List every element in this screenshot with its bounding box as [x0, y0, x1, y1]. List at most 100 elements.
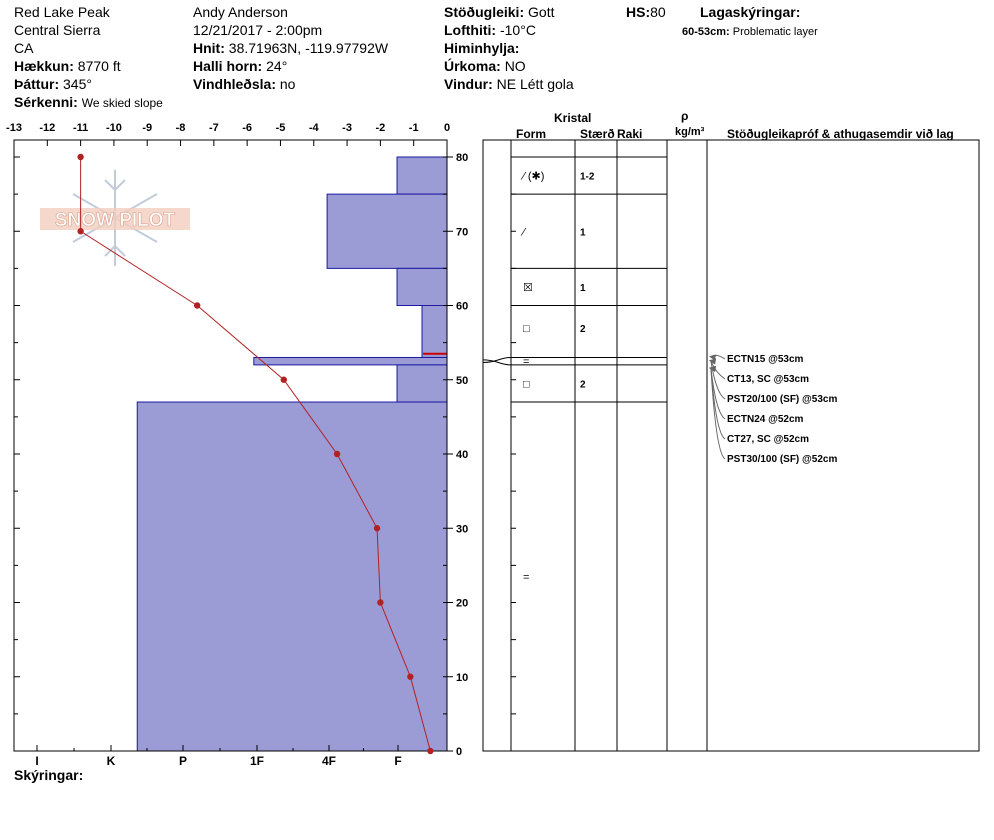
- temperature-point: [373, 525, 381, 532]
- snowpilot-watermark: SNOW PILOT: [40, 170, 190, 266]
- temp-tick-label: -3: [342, 122, 352, 134]
- tests-header: Stöðugleikapróf & athugasemdir við lag: [727, 127, 954, 141]
- hardness-tick-label: I: [35, 754, 38, 768]
- plot-frame: [13, 139, 448, 752]
- crystal-size: 1: [580, 227, 586, 238]
- features-label: Sérkenni:: [14, 94, 78, 110]
- features-value: We skied slope: [81, 96, 163, 110]
- elevation-value: 8770 ft: [77, 58, 121, 74]
- precip-label: Úrkoma:: [444, 58, 501, 74]
- depth-tick-label: 80: [456, 152, 468, 164]
- hardness-bar-1: [326, 193, 448, 269]
- hs-label: HS:: [626, 4, 651, 20]
- crystal-size: 2: [580, 324, 586, 335]
- sky-label: Himinhylja:: [444, 40, 520, 56]
- temperature-point: [377, 599, 384, 606]
- stability-test-label: ECTN15 @53cm: [727, 354, 804, 365]
- stability-test-label: ECTN24 @52cm: [727, 414, 804, 425]
- temp-tick-label: -9: [142, 122, 152, 134]
- test-arrow-line: [710, 361, 726, 400]
- depth-tick-label: 70: [456, 226, 468, 238]
- test-arrow-head: [709, 365, 716, 372]
- temp-tick-label: -8: [176, 122, 186, 134]
- temperature-point: [427, 747, 434, 755]
- layer-connector: [482, 359, 512, 366]
- moisture-header: Raki: [617, 127, 643, 141]
- size-header: Stærð: [580, 127, 615, 141]
- crystal-header: Kristal: [554, 111, 592, 125]
- test-arrow-head: [709, 358, 716, 365]
- datetime: 12/21/2017 - 2:00pm: [193, 22, 323, 38]
- air-temp-label: Lofthiti:: [444, 22, 497, 38]
- hardness-tick-label: K: [107, 754, 116, 768]
- temp-tick-label: -2: [375, 122, 385, 134]
- stability-test-label: PST30/100 (SF) @52cm: [727, 454, 837, 465]
- wind-label: Vindur:: [444, 76, 493, 92]
- coords-value: 38.71963N, -119.97792W: [228, 40, 389, 56]
- layer-note-range: 60-53cm:: [682, 26, 730, 38]
- depth-tick-label: 10: [456, 672, 468, 684]
- stability-test-label: CT13, SC @53cm: [727, 374, 809, 385]
- hardness-tick-label: F: [394, 754, 401, 768]
- test-arrow-line: [710, 361, 726, 380]
- slope-label: Halli horn:: [193, 58, 263, 74]
- crystal-form-symbol: ⁄: [520, 226, 527, 238]
- rho-header: ρ: [681, 109, 689, 123]
- hardness-tick-label: 4F: [322, 754, 336, 768]
- air-temp: Lofthiti: -10°C: [444, 22, 536, 38]
- crystal-form-symbol: ⁄ (✱): [520, 171, 544, 183]
- test-arrow-line: [710, 368, 726, 460]
- elevation-label: Hækkun:: [14, 58, 74, 74]
- depth-tick-label: 20: [456, 598, 468, 610]
- crystal-form-symbol: =: [523, 572, 529, 584]
- hs: HS:80: [626, 4, 666, 20]
- layer-connector: [482, 356, 512, 363]
- air-temp-value: -10°C: [499, 22, 536, 38]
- crystal-form-symbol: □: [523, 323, 530, 335]
- hardness-bar-6: [136, 401, 448, 752]
- temp-tick-label: -13: [6, 122, 22, 134]
- temp-tick-label: -1: [409, 122, 419, 134]
- temp-tick-label: -11: [73, 122, 88, 134]
- slope: Halli horn: 24°: [193, 58, 287, 74]
- state: CA: [14, 40, 34, 56]
- temp-tick-label: 0: [444, 122, 450, 134]
- wind-loading-value: no: [279, 76, 296, 92]
- coords: Hnit: 38.71963N, -119.97792W: [193, 40, 388, 56]
- elevation: Hækkun: 8770 ft: [14, 58, 121, 74]
- aspect-value: 345°: [63, 76, 92, 92]
- crystal-size: 1: [580, 283, 586, 294]
- layer-note-text: Problematic layer: [732, 26, 818, 38]
- temp-tick-label: -4: [309, 122, 320, 134]
- depth-tick-label: 0: [456, 746, 462, 758]
- temperature-point: [77, 228, 84, 235]
- temp-tick-label: -7: [209, 122, 219, 134]
- wind-value: NE Létt gola: [496, 76, 574, 92]
- wind-loading-label: Vindhleðsla:: [193, 76, 276, 92]
- precip: Úrkoma: NO: [444, 58, 526, 74]
- hardness-tick-label: 1F: [250, 754, 264, 768]
- precip-value: NO: [504, 58, 526, 74]
- layer-table-frame: [482, 139, 980, 752]
- hardness-bar-4: [253, 356, 448, 366]
- layer-notes-label: Lagaskýringar:: [700, 4, 801, 20]
- form-header: Form: [516, 127, 546, 141]
- location: Red Lake Peak: [14, 4, 110, 20]
- coords-label: Hnit:: [193, 40, 225, 56]
- aspect-label: Þáttur:: [14, 76, 60, 92]
- layer-note: 60-53cm: Problematic layer: [682, 24, 818, 40]
- slope-value: 24°: [266, 58, 288, 74]
- wind-loading: Vindhleðsla: no: [193, 76, 295, 92]
- stability-label: Stöðugleiki:: [444, 4, 525, 20]
- temperature-point: [77, 153, 84, 161]
- hs-value: 80: [650, 4, 666, 20]
- crystal-size: 2: [580, 379, 586, 390]
- depth-tick-label: 60: [456, 301, 468, 313]
- stability-value: Gott: [528, 4, 555, 20]
- aspect: Þáttur: 345°: [14, 76, 92, 92]
- crystal-form-symbol: □: [523, 378, 530, 390]
- temp-tick-label: -10: [106, 122, 122, 134]
- temperature-point: [280, 376, 287, 383]
- observer: Andy Anderson: [193, 4, 288, 20]
